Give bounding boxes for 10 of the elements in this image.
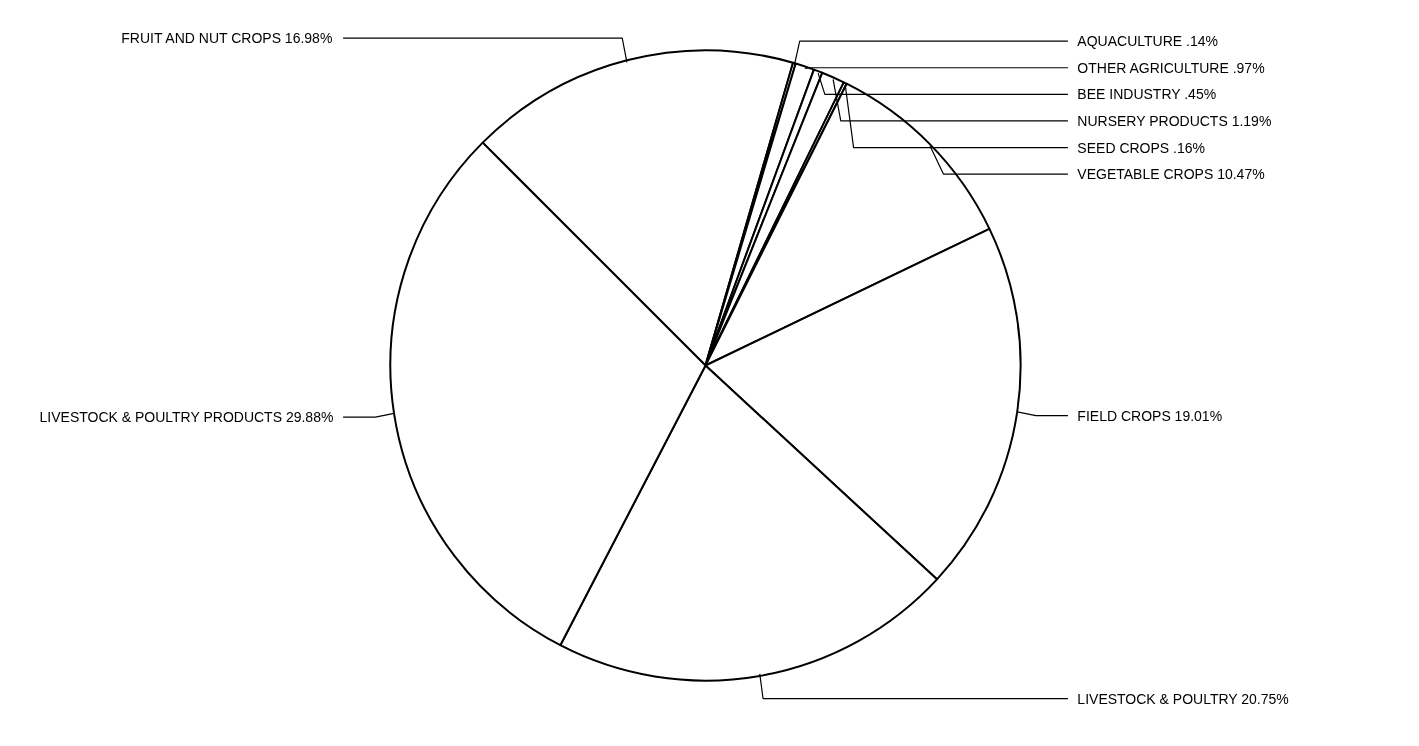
slice-label: AQUACULTURE .14%: [1077, 33, 1218, 50]
slice-label: LIVESTOCK & POULTRY PRODUCTS 29.88%: [39, 409, 334, 426]
slice-label: BEE INDUSTRY .45%: [1077, 86, 1217, 103]
slice-label: FRUIT AND NUT CROPS 16.98%: [121, 30, 333, 47]
slice-label: VEGETABLE CROPS 10.47%: [1077, 166, 1265, 183]
slice-label: OTHER AGRICULTURE .97%: [1077, 59, 1265, 76]
slice-label: NURSERY PRODUCTS 1.19%: [1077, 112, 1272, 129]
slice-label: FIELD CROPS 19.01%: [1077, 407, 1223, 424]
slice-label: SEED CROPS .16%: [1077, 139, 1205, 156]
slice-label: LIVESTOCK & POULTRY 20.75%: [1077, 690, 1289, 707]
